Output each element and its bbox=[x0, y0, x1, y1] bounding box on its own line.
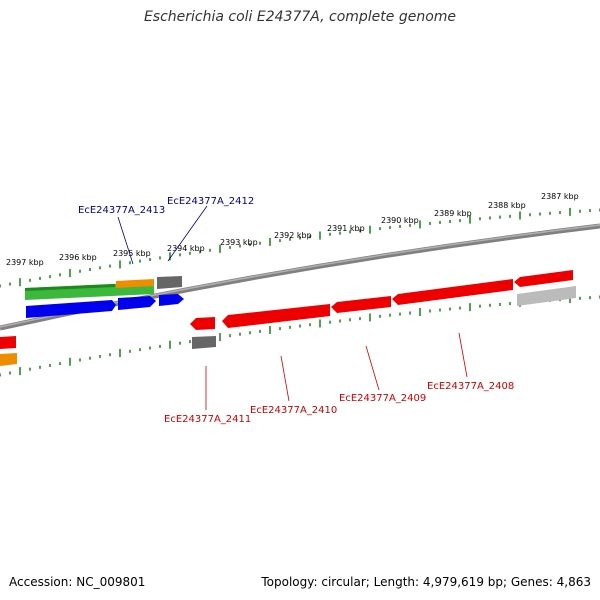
gene-red[interactable] bbox=[392, 279, 513, 305]
lower-tick-row bbox=[0, 295, 600, 377]
gene-blue[interactable] bbox=[159, 294, 184, 306]
kbp-label: 2391 kbp bbox=[327, 224, 365, 233]
gene-label[interactable]: EcE24377A_2409 bbox=[339, 393, 426, 404]
gene-orange[interactable] bbox=[116, 279, 154, 288]
kbp-label: 2393 kbp bbox=[220, 238, 258, 247]
kbp-label: 2397 kbp bbox=[6, 258, 44, 267]
gene-lightgray[interactable] bbox=[517, 286, 576, 306]
gene-label[interactable]: EcE24377A_2412 bbox=[167, 196, 254, 207]
upper-tick-row bbox=[0, 207, 600, 288]
gene-label[interactable]: EcE24377A_2410 bbox=[250, 405, 337, 416]
gene-red[interactable] bbox=[331, 296, 391, 313]
kbp-label-group: 2397 kbp 2396 kbp 2395 kbp 2394 kbp 2393… bbox=[6, 192, 579, 267]
gene-orange[interactable] bbox=[0, 353, 17, 366]
kbp-label: 2394 kbp bbox=[167, 244, 205, 253]
gene-label[interactable]: EcE24377A_2408 bbox=[427, 381, 514, 392]
kbp-label: 2387 kbp bbox=[541, 192, 579, 201]
gene-red[interactable] bbox=[0, 336, 16, 349]
gene-blue[interactable] bbox=[26, 300, 116, 318]
kbp-label: 2390 kbp bbox=[381, 216, 419, 225]
reverse-genes bbox=[0, 270, 576, 366]
gene-green-dark bbox=[25, 284, 115, 291]
kbp-label: 2389 kbp bbox=[434, 209, 472, 218]
gene-red[interactable] bbox=[190, 317, 215, 330]
gene-gray[interactable] bbox=[157, 276, 182, 289]
kbp-label: 2395 kbp bbox=[113, 249, 151, 258]
gene-label[interactable]: EcE24377A_2413 bbox=[78, 205, 165, 216]
genome-summary-text: Topology: circular; Length: 4,979,619 bp… bbox=[261, 575, 591, 589]
accession-text: Accession: NC_009801 bbox=[9, 575, 146, 589]
kbp-label: 2392 kbp bbox=[274, 231, 312, 240]
gene-gray[interactable] bbox=[192, 336, 216, 349]
gene-label[interactable]: EcE24377A_2411 bbox=[164, 414, 251, 425]
gene-red[interactable] bbox=[222, 304, 330, 328]
kbp-label: 2388 kbp bbox=[488, 201, 526, 210]
kbp-label: 2396 kbp bbox=[59, 253, 97, 262]
gene-blue[interactable] bbox=[118, 296, 156, 310]
forward-genes bbox=[25, 276, 184, 318]
map-title: Escherichia coli E24377A, complete genom… bbox=[143, 9, 457, 25]
gene-red[interactable] bbox=[514, 270, 573, 287]
